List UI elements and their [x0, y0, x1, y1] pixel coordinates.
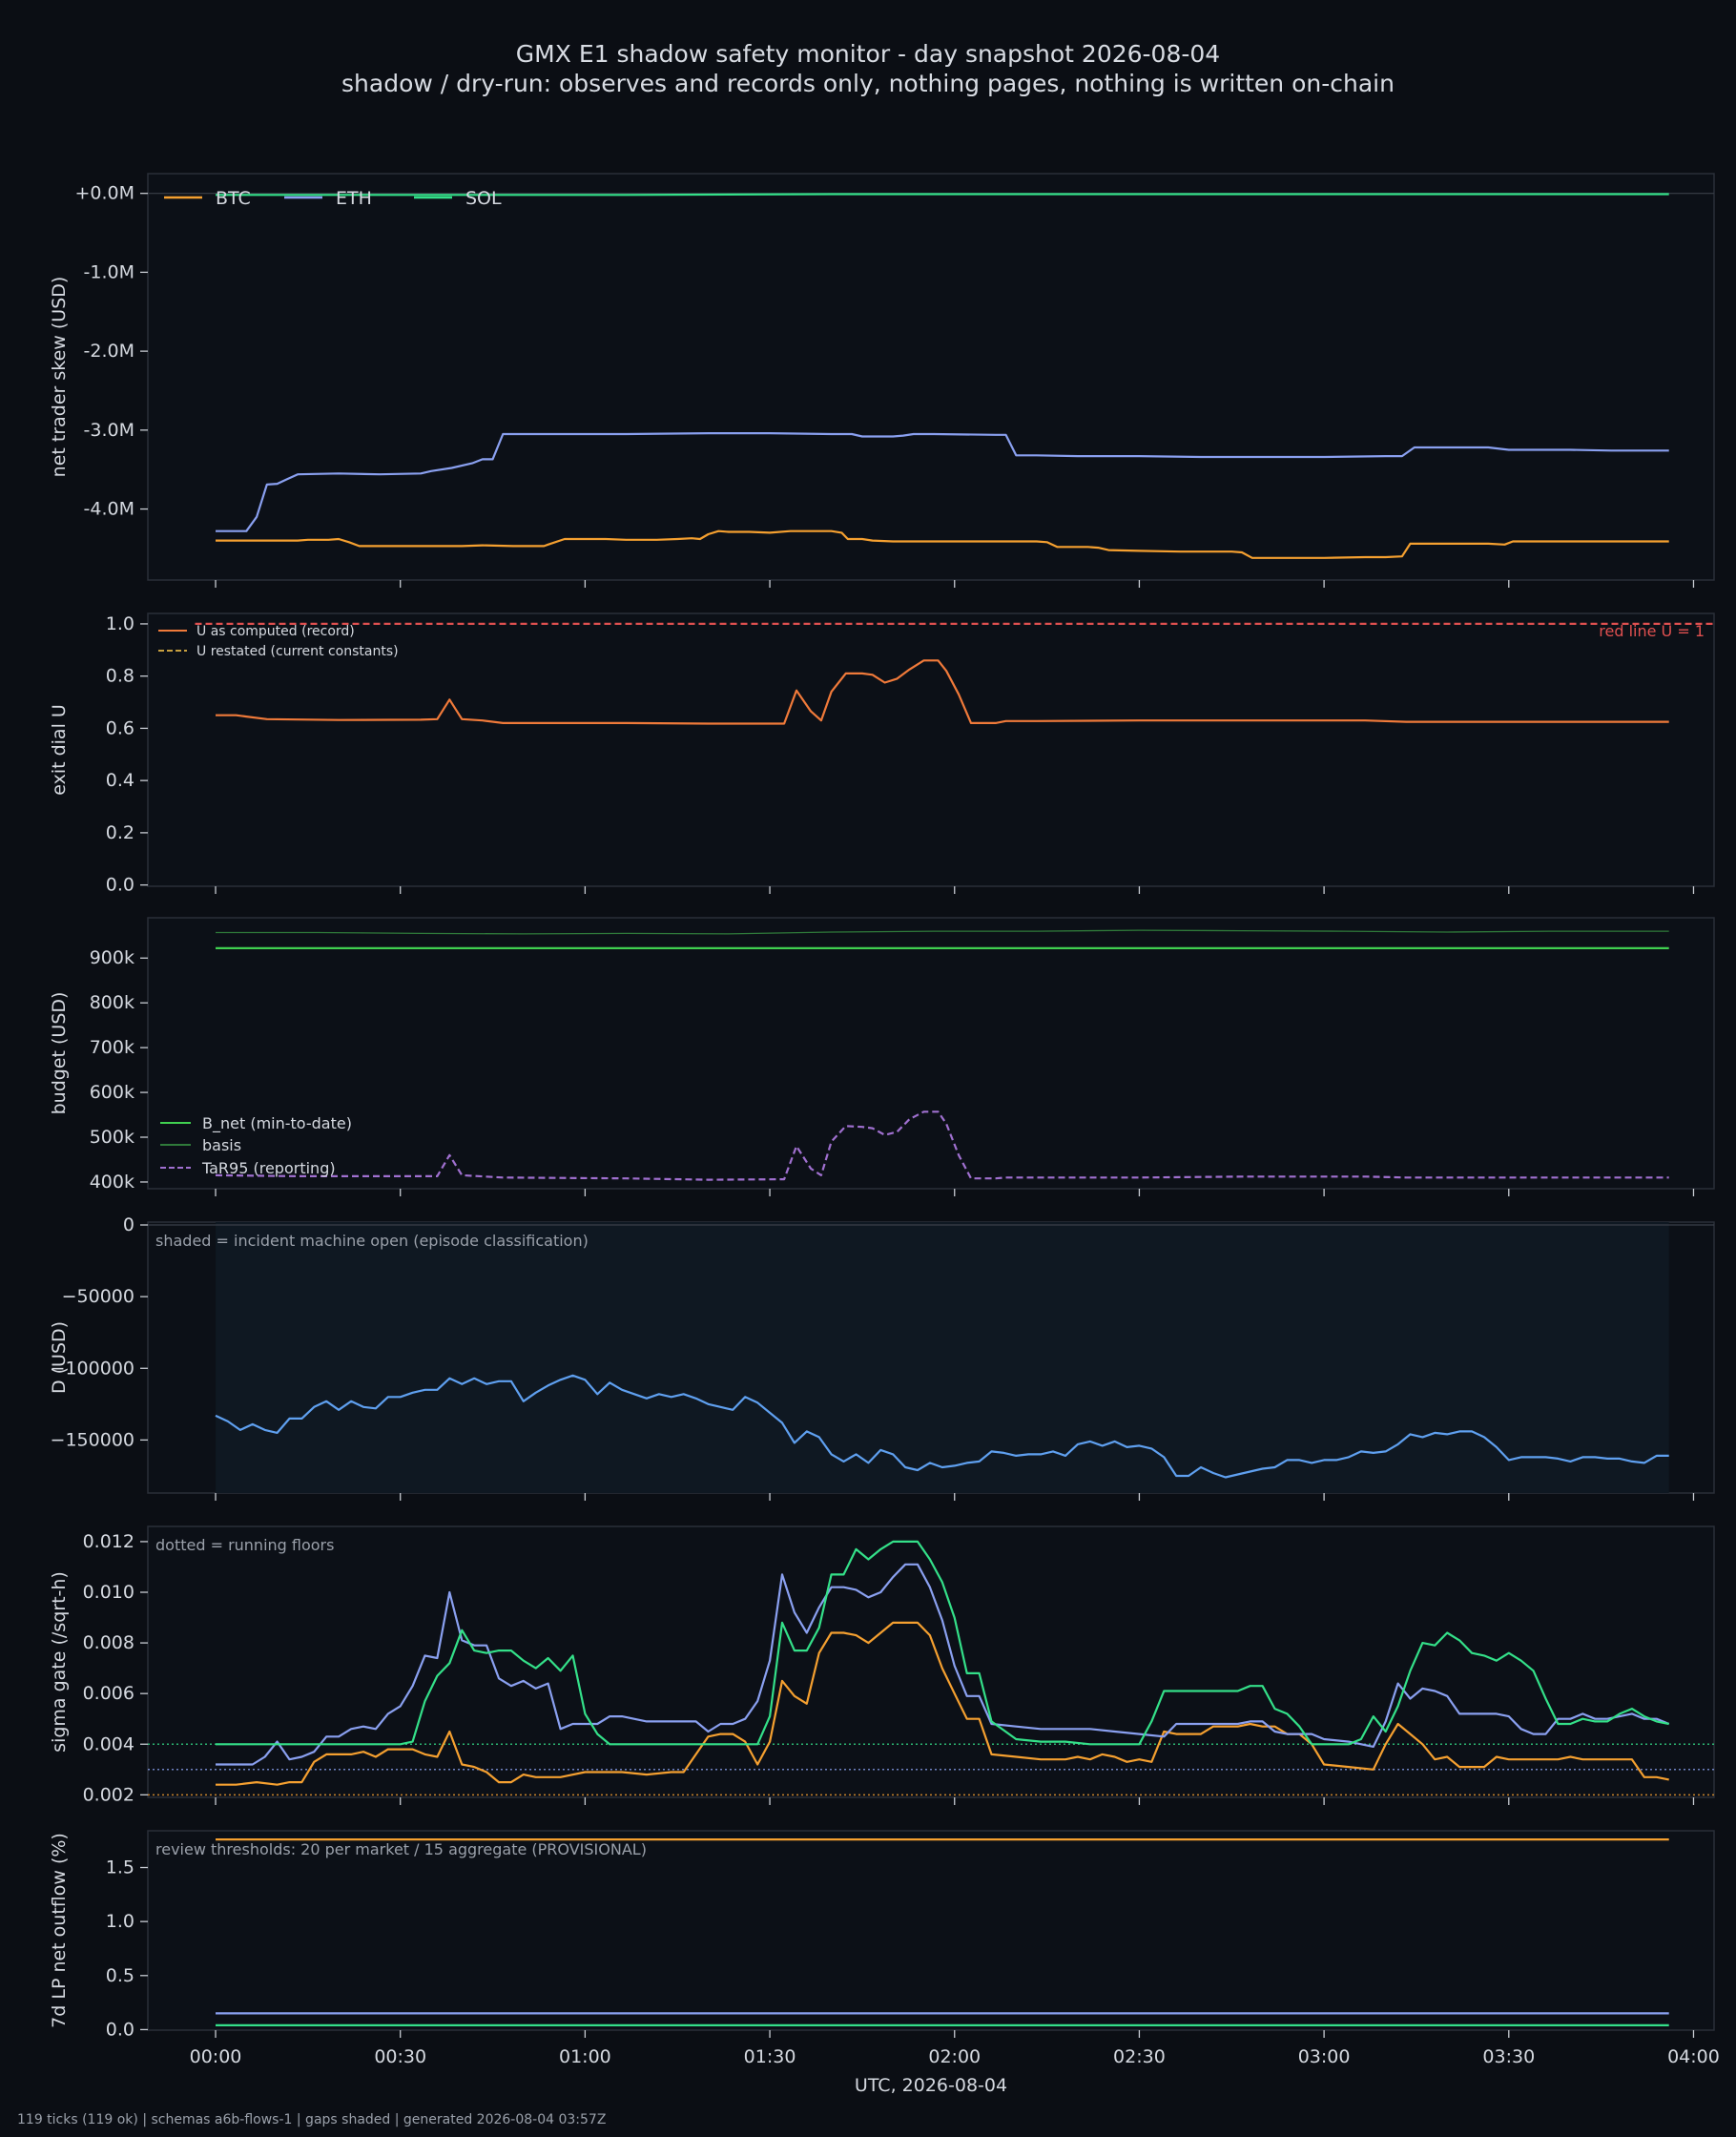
- panel-2: 0.0 0.2 0.4 0.6 0.8 1.0 exit dial U red line U …: [49, 612, 1715, 896]
- series-line: [216, 929, 1669, 935]
- panel-4: 0 −50000 −100000 −150000 D (USD) shaded = inc…: [49, 1214, 1715, 1501]
- y-tick-label: 0.0: [106, 2019, 134, 2040]
- legend-entry: SOL: [465, 188, 502, 209]
- x-axis-label: UTC, 2026-08-04: [855, 2075, 1007, 2096]
- x-tick-label: 00:30: [374, 2046, 426, 2067]
- y-axis-label: budget (USD): [49, 992, 70, 1115]
- y-tick-label: −150000: [51, 1429, 134, 1450]
- series-line: [216, 1540, 1669, 1746]
- y-tick-label: 0.002: [83, 1784, 134, 1805]
- incident-shade: [216, 1222, 1669, 1493]
- x-tick-label: 03:30: [1482, 2046, 1535, 2067]
- y-tick-label: -3.0M: [84, 420, 134, 441]
- y-tick-label: 0.004: [83, 1733, 134, 1754]
- y-tick-label: +0.0M: [74, 183, 134, 204]
- y-axis-label: net trader skew (USD): [49, 277, 70, 478]
- panel-annotation: review thresholds: 20 per market / 15 ag…: [155, 1840, 647, 1858]
- legend-entry: U restated (current constants): [196, 644, 399, 659]
- figure-subtitle: shadow / dry-run: observes and records o…: [341, 70, 1395, 97]
- y-axis-label: 7d LP net outflow (%): [49, 1833, 70, 2028]
- y-tick-label: -2.0M: [84, 341, 134, 362]
- y-tick-label: 0.008: [83, 1632, 134, 1653]
- series-line: [216, 529, 1669, 559]
- y-tick-label: −50000: [62, 1286, 134, 1307]
- y-tick-label: 0.012: [83, 1531, 134, 1552]
- panel-1: +0.0M -1.0M -2.0M -3.0M -4.0M net trader skew…: [49, 173, 1715, 588]
- panel-frame: [147, 612, 1715, 887]
- y-tick-label: 400k: [90, 1172, 134, 1193]
- y-tick-label: 0.5: [106, 1965, 134, 1986]
- y-tick-label: 1.5: [106, 1857, 134, 1878]
- panel-frame: [147, 173, 1715, 581]
- panel-annotation: dotted = running floors: [155, 1536, 334, 1554]
- panel-frame: [147, 1525, 1715, 1798]
- y-tick-label: 900k: [90, 947, 134, 968]
- y-tick-label: 1.0: [106, 1911, 134, 1932]
- legend-entry: ETH: [336, 188, 372, 209]
- y-tick-label: 1.0: [106, 613, 134, 634]
- x-tick-label: 02:00: [928, 2046, 981, 2067]
- series-line: [216, 659, 1669, 725]
- legend-entry: basis: [202, 1136, 241, 1154]
- y-tick-label: 0.4: [106, 770, 134, 791]
- y-tick-label: 600k: [90, 1082, 134, 1103]
- panel-frame: [147, 1830, 1715, 2031]
- footer-status: 119 ticks (119 ok) | schemas a6b-flows-1…: [17, 2112, 607, 2127]
- legend-entry: U as computed (record): [196, 624, 355, 639]
- series-line: [215, 1110, 1669, 1181]
- series-line: [216, 432, 1669, 532]
- series-line: [216, 1621, 1669, 1786]
- y-tick-label: −100000: [51, 1358, 134, 1379]
- panel-annotation: shaded = incident machine open (episode …: [155, 1232, 589, 1250]
- y-tick-label: 0.2: [106, 822, 134, 843]
- x-tick-label: 02:30: [1113, 2046, 1166, 2067]
- series-line: [216, 1563, 1670, 1766]
- y-tick-label: 0.8: [106, 666, 134, 687]
- y-tick-label: 0.0: [106, 875, 134, 896]
- x-tick-label: 01:30: [744, 2046, 796, 2067]
- y-axis-label: exit dial U: [49, 704, 70, 796]
- y-tick-label: 700k: [90, 1037, 134, 1058]
- series-line: [215, 1374, 1669, 1479]
- x-tick-label: 01:00: [559, 2046, 611, 2067]
- y-tick-label: -4.0M: [84, 499, 134, 520]
- panel-6: 0.0 0.5 1.0 1.5 7d LP net outflow (%) review …: [49, 1830, 1715, 2040]
- legend-entry: B_net (min-to-date): [202, 1114, 352, 1133]
- x-tick-label: 04:00: [1667, 2046, 1720, 2067]
- y-tick-label: 0.006: [83, 1683, 134, 1704]
- y-tick-label: 500k: [90, 1127, 134, 1148]
- legend-entry: BTC: [216, 188, 251, 209]
- x-tick-label: 00:00: [190, 2046, 242, 2067]
- y-tick-label: -1.0M: [84, 261, 134, 282]
- y-tick-label: 0: [123, 1214, 134, 1235]
- y-tick-label: 800k: [90, 992, 134, 1013]
- y-tick-label: 0.010: [83, 1582, 134, 1603]
- legend-entry: TaR95 (reporting): [201, 1159, 336, 1177]
- redline-label: red line U = 1: [1599, 622, 1705, 640]
- panel-3: 400k 500k 600k 700k 800k 900k budget (USD) B_ne…: [49, 917, 1715, 1196]
- x-tick-label: 03:00: [1298, 2046, 1351, 2067]
- panel-5: 0.002 0.004 0.006 0.008 0.010 0.012 sigma gate…: [49, 1525, 1715, 1805]
- panel-frame: [147, 917, 1715, 1190]
- y-tick-label: 0.6: [106, 717, 134, 738]
- y-axis-label: sigma gate (/sqrt-h): [49, 1571, 70, 1753]
- figure-title: GMX E1 shadow safety monitor - day snaps…: [515, 40, 1221, 68]
- series-line: [216, 193, 1669, 197]
- y-axis-label: D (USD): [49, 1321, 70, 1394]
